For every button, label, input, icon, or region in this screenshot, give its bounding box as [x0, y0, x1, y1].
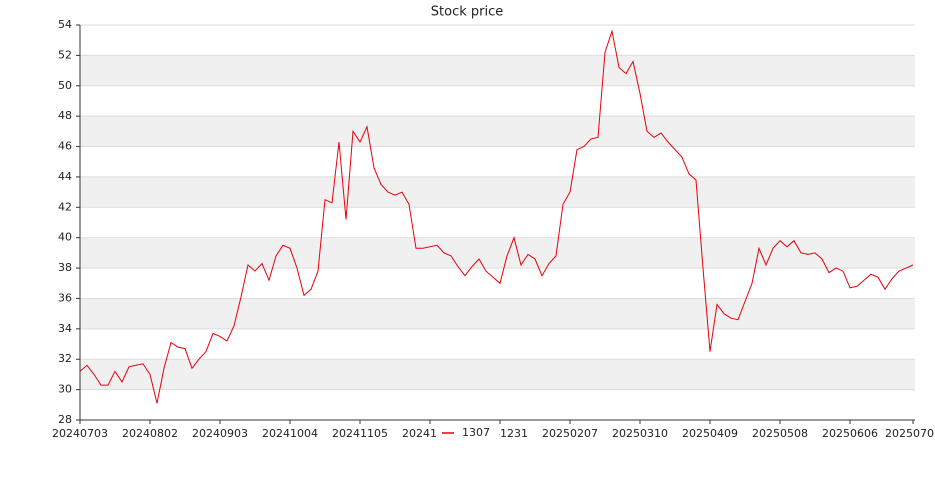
y-tick-label: 28 [58, 413, 72, 426]
x-tick-label: 20250207 [542, 427, 598, 440]
y-tick-label: 52 [58, 48, 72, 61]
y-tick-label: 48 [58, 109, 72, 122]
grid-band [80, 359, 915, 390]
x-tick-label: 20250409 [682, 427, 738, 440]
x-tick-label: 20241004 [262, 427, 318, 440]
y-tick-label: 46 [58, 140, 72, 153]
x-tick-label: 20250703 [885, 427, 935, 440]
y-tick-label: 44 [58, 170, 72, 183]
y-tick-label: 36 [58, 291, 72, 304]
grid-band [80, 116, 915, 147]
x-tick-label: 20250310 [612, 427, 668, 440]
y-tick-label: 40 [58, 231, 72, 244]
y-tick-label: 32 [58, 352, 72, 365]
grid-band [80, 237, 915, 269]
legend-box [437, 425, 499, 441]
y-tick-label: 54 [58, 18, 72, 31]
line [79, 29, 914, 404]
x-tick-label: 20240802 [122, 427, 178, 440]
y-tick-label: 42 [58, 200, 72, 213]
grid-band [80, 298, 915, 329]
grid-band [80, 176, 915, 208]
x-tick-label: 20240703 [52, 427, 108, 440]
y-tick-label: 38 [58, 261, 72, 274]
y-tick-label: 30 [58, 383, 72, 396]
chart-title: Stock price [431, 5, 503, 20]
legend-label: 1307 [462, 426, 490, 439]
x-tick-label: 20250606 [822, 427, 878, 440]
x-tick-label: 20250508 [752, 427, 808, 440]
grid-band [80, 55, 915, 86]
y-tick-label: 50 [58, 79, 72, 92]
y-tick-label: 34 [58, 322, 72, 335]
x-tick-label: 20240903 [192, 427, 248, 440]
x-tick-label: 20241105 [332, 427, 388, 440]
